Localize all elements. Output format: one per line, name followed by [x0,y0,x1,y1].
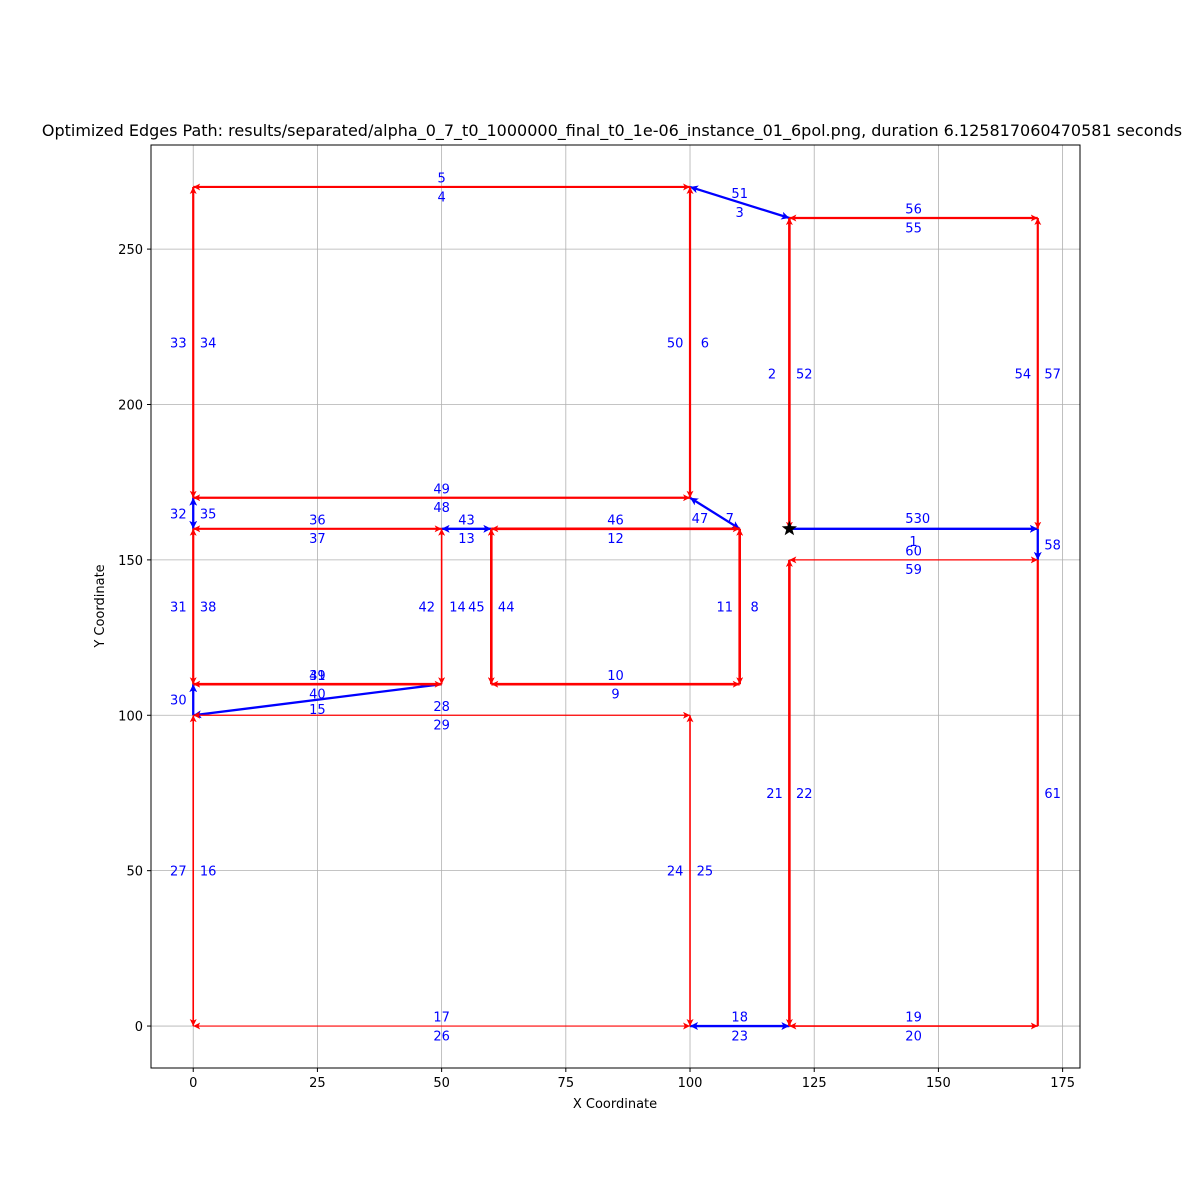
edge-label: 47 [692,512,709,527]
edge-label: 10 [607,669,624,684]
edge-label: 8 [750,601,758,616]
edge-label: 3 [736,206,744,221]
edge-label: 44 [498,601,515,616]
edge-label: 24 [667,865,684,880]
edge-label: 42 [418,601,435,616]
edge-label: 43 [458,513,475,528]
edge-label: 49 [433,482,450,497]
edge-label: 54 [1015,367,1032,382]
x-tick-label: 50 [433,1076,450,1091]
edge-label: 58 [1044,538,1061,553]
edge-label: 27 [170,865,187,880]
edges [189,183,1042,1031]
edge-label: 34 [200,336,217,351]
start-marker-layer [781,520,797,536]
edge-label: 18 [731,1011,748,1026]
edge-label: 48 [433,501,450,516]
edge-label: 15 [309,703,326,718]
edge-label: 16 [200,865,217,880]
edge-label: 32 [170,507,187,522]
edge-label: 53 [905,512,922,527]
edge-label: 9 [611,688,619,703]
start-star-marker [781,520,797,536]
y-tick-label: 250 [118,243,143,258]
edge-label: 36 [309,513,326,528]
edge-label: 61 [1044,787,1061,802]
x-tick-label: 125 [802,1076,827,1091]
edge-label: 39 [309,669,326,684]
edge-label: 55 [905,221,922,236]
edge-label: 60 [905,545,922,560]
edge-label: 17 [433,1011,450,1026]
edge-label: 23 [731,1029,748,1044]
edge-label: 37 [309,532,326,547]
edge-label: 38 [200,601,217,616]
edge-label: 31 [170,601,187,616]
edge-label: 40 [309,688,326,703]
edge-label: 14 [449,601,466,616]
edge-label: 7 [726,512,734,527]
edge-label: 59 [905,563,922,578]
edge-label: 19 [905,1011,922,1026]
y-tick-label: 150 [118,554,143,569]
edge-label: 11 [717,601,734,616]
edge-label: 46 [607,513,624,528]
blue-edge [193,683,442,719]
grid [151,145,1080,1068]
x-axis-label: X Coordinate [573,1097,657,1112]
edge-label: 13 [458,532,475,547]
x-tick-label: 150 [926,1076,951,1091]
edge-label: 1 [909,535,917,550]
edge-label: 29 [433,719,450,734]
edge-label: 56 [905,203,922,218]
x-tick-label: 25 [309,1076,326,1091]
edge-label: 22 [796,787,813,802]
plot-frame [150,144,1081,1069]
edge-label: 28 [433,700,450,715]
edge-label: 4 [437,190,445,205]
y-tick-label: 100 [118,709,143,724]
edge-label: 20 [905,1029,922,1044]
chart-title: Optimized Edges Path: results/separated/… [42,121,1182,141]
edge-label: 5 [437,172,445,187]
edge-label: 21 [766,787,783,802]
y-tick-label: 200 [118,398,143,413]
y-tick-label: 0 [135,1020,143,1035]
edge-label: 35 [200,507,217,522]
edge-label: 33 [170,336,187,351]
edge-label: 26 [433,1029,450,1044]
edge-label: 6 [701,336,709,351]
x-tick-label: 0 [189,1076,197,1091]
edge-label: 51 [731,187,748,202]
x-tick-label: 100 [678,1076,703,1091]
edge-label: 25 [697,865,714,880]
blue-edge [689,185,790,220]
edge-label: 0 [922,512,930,527]
edge-label: 45 [468,601,485,616]
blue-edge [689,496,741,530]
edge-label: 52 [796,367,813,382]
y-axis-label: Y Coordinate [93,564,108,648]
edge-label: 30 [170,694,187,709]
edge-label: 41 [309,669,326,684]
edge-label: 12 [607,532,624,547]
edge-label: 50 [667,336,684,351]
x-tick-label: 175 [1050,1076,1075,1091]
edge-label: 57 [1044,367,1061,382]
y-tick-label: 50 [126,865,143,880]
edge-label: 2 [768,367,776,382]
x-tick-label: 75 [558,1076,575,1091]
